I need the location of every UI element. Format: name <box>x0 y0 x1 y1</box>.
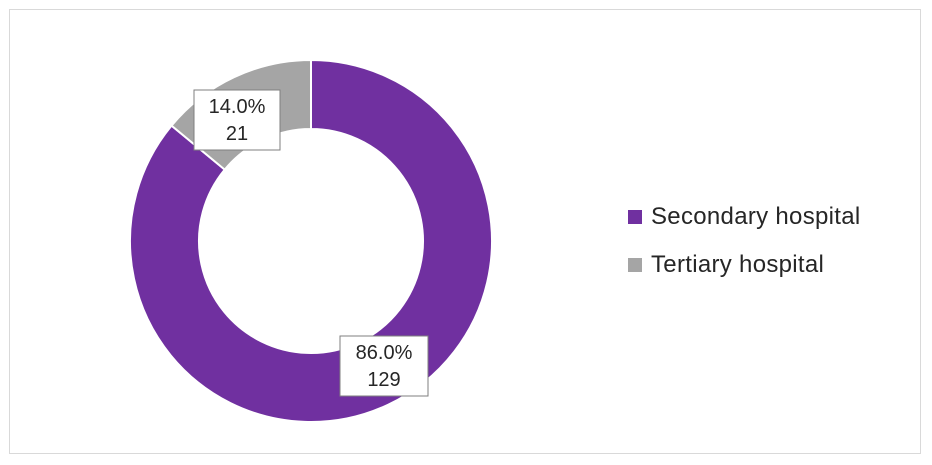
chart-legend: Secondary hospital Tertiary hospital <box>628 203 861 299</box>
legend-item-tertiary: Tertiary hospital <box>628 251 861 279</box>
donut-slice-secondary-hospital <box>129 58 493 423</box>
data-label-tertiary: 14.0% 21 <box>193 89 281 151</box>
legend-item-secondary: Secondary hospital <box>628 203 861 231</box>
legend-swatch-secondary <box>628 210 642 224</box>
data-label-secondary: 86.0% 129 <box>339 335 429 397</box>
data-label-tertiary-percent: 14.0% <box>209 96 266 118</box>
data-label-secondary-count: 129 <box>367 369 400 391</box>
legend-label-secondary: Secondary hospital <box>651 203 861 230</box>
legend-swatch-tertiary <box>628 258 642 272</box>
data-label-tertiary-count: 21 <box>226 123 248 145</box>
data-label-secondary-percent: 86.0% <box>356 342 413 364</box>
legend-label-tertiary: Tertiary hospital <box>651 251 825 278</box>
